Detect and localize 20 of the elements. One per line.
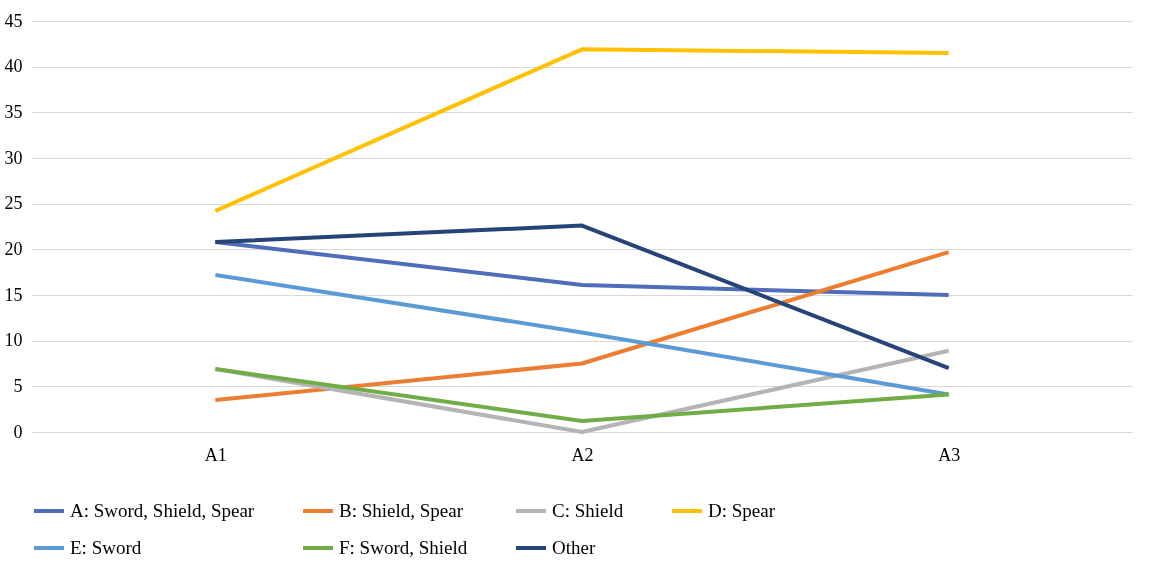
y-tick-label: 25 xyxy=(4,193,23,214)
legend-label: A: Sword, Shield, Spear xyxy=(70,500,255,521)
legend-label: D: Spear xyxy=(708,500,776,521)
legend-label: E: Sword xyxy=(70,537,142,558)
x-tick-label: A1 xyxy=(204,444,227,465)
legend-label: C: Shield xyxy=(552,500,624,521)
y-tick-label: 35 xyxy=(4,101,23,122)
y-tick-label: 20 xyxy=(4,238,23,259)
y-tick-label: 10 xyxy=(4,330,23,351)
x-tick-label: A2 xyxy=(571,444,594,465)
y-tick-label: 0 xyxy=(13,421,23,442)
y-tick-label: 40 xyxy=(4,56,23,77)
y-tick-label: 5 xyxy=(13,375,23,396)
y-tick-label: 45 xyxy=(4,10,23,31)
x-tick-label: A3 xyxy=(938,444,961,465)
legend-label: B: Shield, Spear xyxy=(339,500,464,521)
legend-label: Other xyxy=(552,537,596,558)
legend-label: F: Sword, Shield xyxy=(339,537,468,558)
y-tick-label: 30 xyxy=(4,147,23,168)
y-tick-label: 15 xyxy=(4,284,23,305)
